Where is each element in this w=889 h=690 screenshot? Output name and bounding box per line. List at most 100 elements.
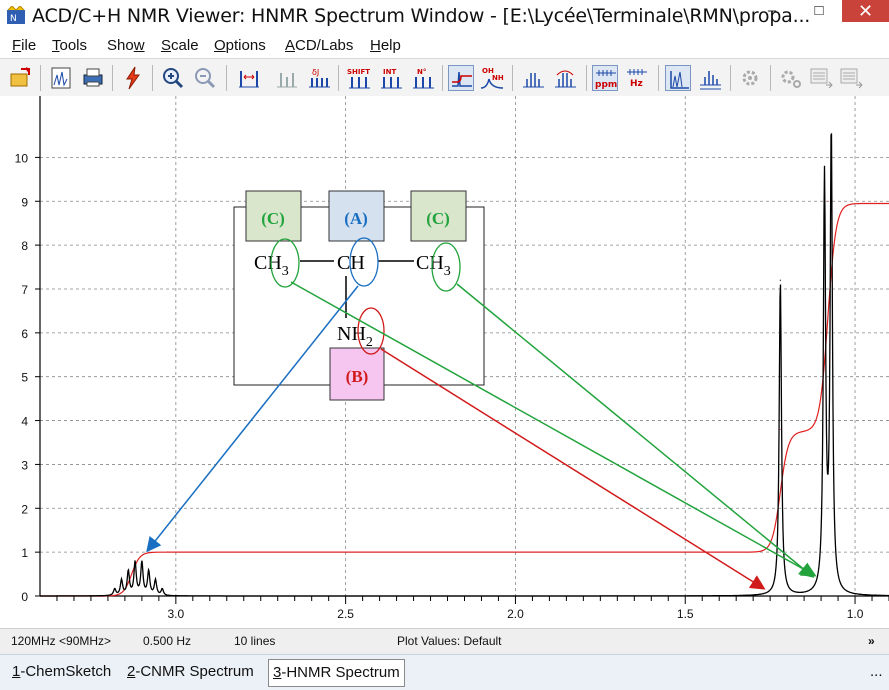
- zoom-in-icon[interactable]: [160, 65, 186, 91]
- y-tick-label: 10: [15, 151, 29, 165]
- x-tick-label: 1.5: [677, 607, 694, 621]
- x-tick-label: 3.0: [167, 607, 184, 621]
- oh-nh-icon[interactable]: OH NH: [479, 65, 505, 91]
- multiplet-icon[interactable]: [520, 65, 546, 91]
- settings2-icon[interactable]: [778, 65, 804, 91]
- status-frequency: 120MHz <90MHz>: [11, 634, 112, 648]
- svg-text:INT: INT: [383, 68, 396, 76]
- y-tick-label: 5: [21, 371, 28, 385]
- tab-chemsketch[interactable]: 1-ChemSketch: [12, 663, 112, 680]
- ch3-right-text: CH3: [416, 252, 451, 279]
- status-more-button[interactable]: »: [868, 634, 875, 648]
- coupling-icon[interactable]: δJ: [306, 65, 332, 91]
- minimize-button[interactable]: –: [767, 2, 777, 19]
- spectrum-icon[interactable]: [48, 65, 74, 91]
- title-bar: N ACD/C+H NMR Viewer: HNMR Spectrum Wind…: [0, 0, 889, 32]
- export-icon[interactable]: [808, 65, 834, 91]
- spectrum-view-icon[interactable]: [665, 65, 691, 91]
- ch-ellipse: [349, 237, 379, 287]
- remove-peaks-icon[interactable]: [274, 65, 300, 91]
- multiplet2-icon[interactable]: [552, 65, 578, 91]
- spectrum-peak: [148, 571, 150, 573]
- y-tick-label: 3: [21, 458, 28, 472]
- spectrum-peak: [823, 183, 826, 185]
- app-icon: N: [7, 6, 25, 24]
- lightning-icon[interactable]: [120, 65, 146, 91]
- integral-step: [779, 428, 781, 430]
- svg-text:δJ: δJ: [312, 68, 319, 77]
- tab-cnmr-spectrum[interactable]: 2-CNMR Spectrum: [127, 663, 254, 680]
- menu-show[interactable]: Show: [107, 37, 145, 54]
- group-c-right-box: [410, 190, 467, 242]
- group-c-left-box: [245, 190, 302, 242]
- spectrum-peak: [830, 134, 832, 137]
- spectrum-peak: [779, 279, 781, 281]
- svg-text:N°: N°: [417, 68, 426, 76]
- tabs-more[interactable]: ...: [870, 663, 883, 680]
- svg-text:OH: OH: [482, 67, 494, 75]
- menu-tools[interactable]: Tools: [52, 37, 88, 54]
- group-b-label: (B): [346, 367, 369, 386]
- svg-text:Hz: Hz: [630, 79, 643, 89]
- y-tick-label: 4: [21, 415, 28, 429]
- int-icon[interactable]: INT: [378, 65, 404, 91]
- y-tick-label: 0: [21, 590, 28, 604]
- spectrum-peak: [134, 562, 136, 564]
- menu-options[interactable]: Options: [214, 37, 266, 54]
- svg-text:SHIFT: SHIFT: [347, 68, 370, 76]
- hz-icon[interactable]: Hz: [624, 65, 650, 91]
- menu-bar: File Tools Show Scale Options ACD/Labs H…: [0, 32, 889, 58]
- x-tick-label: 1.0: [847, 607, 864, 621]
- menu-acdlabs[interactable]: ACD/Labs: [285, 37, 354, 54]
- ch3-left-text: CH3: [254, 252, 289, 279]
- arrow-c-left: [290, 281, 817, 577]
- print-icon[interactable]: [80, 65, 106, 91]
- svg-text:ppm: ppm: [595, 80, 617, 90]
- x-tick-label: 2.0: [507, 607, 524, 621]
- maximize-button[interactable]: □: [814, 2, 824, 19]
- n-icon[interactable]: N°: [410, 65, 436, 91]
- window-tabs: 1-ChemSketch 2-CNMR Spectrum 3-HNMR Spec…: [0, 654, 889, 690]
- nh2-ellipse: [357, 307, 385, 355]
- y-tick-label: 1: [21, 546, 28, 560]
- open-icon[interactable]: [8, 65, 34, 91]
- integration-icon[interactable]: [448, 65, 474, 91]
- menu-scale[interactable]: Scale: [161, 37, 199, 54]
- y-tick-label: 8: [21, 239, 28, 253]
- status-hz: 0.500 Hz: [143, 634, 192, 648]
- spectrum-peak: [120, 580, 123, 582]
- x-tick-label: 2.5: [337, 607, 354, 621]
- zoom-out-icon[interactable]: [192, 65, 218, 91]
- spectrum-peak: [154, 580, 157, 582]
- close-button[interactable]: ✕: [842, 0, 889, 22]
- ch3-right-ellipse: [431, 242, 461, 292]
- ch3-left-ellipse: [270, 238, 300, 288]
- spectrum-view2-icon[interactable]: [697, 65, 723, 91]
- integral-curve: [40, 202, 889, 597]
- ch-text: CH: [337, 252, 365, 274]
- spectrum-peak: [161, 588, 163, 591]
- shift-icon[interactable]: SHIFT: [346, 65, 372, 91]
- y-tick-label: 2: [21, 502, 28, 516]
- window-title: ACD/C+H NMR Viewer: HNMR Spectrum Window…: [32, 5, 811, 27]
- status-lines: 10 lines: [234, 634, 276, 648]
- y-tick-label: 9: [21, 195, 28, 209]
- export2-icon[interactable]: [838, 65, 864, 91]
- y-tick-label: 7: [21, 283, 28, 297]
- peak-width-icon[interactable]: [236, 65, 262, 91]
- group-c-right-label: (C): [426, 209, 450, 228]
- ppm-icon[interactable]: ppm: [592, 65, 618, 91]
- toolbar: δJ SHIFT INT N° OH NH ppm Hz: [0, 58, 889, 98]
- spectrum-peak: [141, 562, 143, 564]
- integral-step: [131, 551, 133, 553]
- tab-hnmr-spectrum[interactable]: 3-HNMR Spectrum: [268, 659, 405, 687]
- status-bar: 120MHz <90MHz> 0.500 Hz 10 lines Plot Va…: [0, 628, 889, 654]
- spectrum-chart[interactable]: 3.0 2.5 2.0 1.5 1.0 0 1 2 3 4 5 6 7 8 9 10 (C) (A) (C)…: [0, 96, 889, 628]
- arrow-c-right: [456, 283, 815, 578]
- menu-file[interactable]: File: [12, 37, 37, 54]
- settings-icon[interactable]: [738, 65, 764, 91]
- status-plot-values: Plot Values: Default: [397, 634, 502, 648]
- svg-text:N: N: [10, 14, 17, 24]
- menu-help[interactable]: Help: [370, 37, 401, 54]
- spectrum-plot[interactable]: 3.0 2.5 2.0 1.5 1.0 0 1 2 3 4 5 6 7 8 9 10 (C) (A) (C)…: [0, 96, 889, 628]
